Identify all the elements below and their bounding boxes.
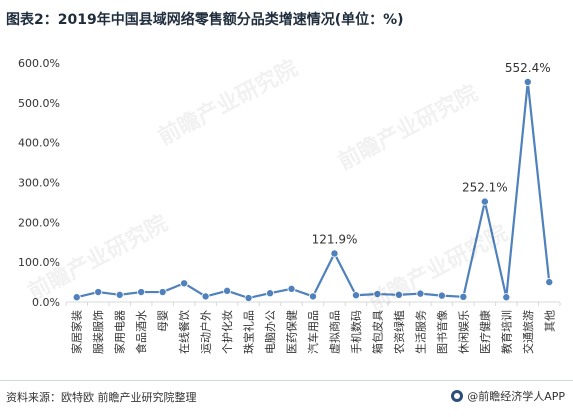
brand: @前瞻经济学人APP: [451, 388, 565, 404]
x-tick-label: 教育培训: [499, 310, 513, 354]
line-chart: 0.0% 100.0% 200.0% 300.0% 400.0% 500.0% 600.0%…: [18, 57, 561, 354]
data-point: [351, 291, 360, 300]
y-tick-label: 100.0%: [18, 256, 60, 269]
data-point: [158, 288, 167, 297]
x-tick-label: 服装服饰: [91, 310, 105, 354]
x-tick-label: 交通旅游: [521, 310, 535, 354]
data-point: [94, 288, 103, 297]
data-point: [72, 293, 81, 302]
x-tick-label: 医疗健康: [478, 310, 492, 354]
data-point: [437, 291, 446, 300]
data-point: [459, 292, 468, 301]
data-point: [266, 289, 275, 298]
x-tick-label: 其他: [543, 310, 556, 332]
y-tick-label: 200.0%: [18, 216, 60, 229]
x-tick-label: 家居家装: [70, 310, 84, 354]
data-point: [373, 290, 382, 299]
x-tick-label: 手机数码: [349, 310, 363, 354]
data-point: [244, 294, 253, 303]
chart-title: 图表2：2019年中国县域网络零售额分品类增速情况(单位：%): [6, 12, 404, 28]
brand-logo-icon: [451, 390, 464, 402]
data-point: [523, 77, 532, 86]
data-label: 552.4%: [505, 61, 551, 75]
data-point: [545, 278, 554, 287]
y-tick-label: 600.0%: [18, 57, 60, 70]
x-tick-label: 箱包皮具: [370, 310, 384, 354]
data-point: [223, 286, 232, 295]
x-tick-label: 休闲娱乐: [456, 310, 470, 354]
x-tick-label: 食品酒水: [134, 310, 148, 354]
data-point: [115, 290, 124, 299]
y-tick-label: 300.0%: [18, 177, 60, 190]
data-point: [201, 292, 210, 301]
data-label: 121.9%: [312, 232, 358, 246]
data-label: 252.1%: [462, 181, 508, 195]
x-tick-label: 虚拟商品: [327, 310, 341, 354]
brand-label: @前瞻经济学人APP: [467, 390, 565, 403]
x-tick-label: 家用电器: [113, 310, 127, 354]
y-tick-label: 0.0%: [32, 296, 60, 309]
y-tick-label: 400.0%: [18, 137, 60, 150]
x-tick-label: 图书音像: [435, 310, 449, 354]
data-point: [416, 289, 425, 298]
x-tick-label: 在线餐饮: [177, 310, 191, 354]
x-tick-label: 生活服务: [413, 310, 427, 354]
footer: 资料来源：欧特欧 前瞻产业研究院整理 @前瞻经济学人APP: [0, 380, 573, 417]
data-point: [137, 288, 146, 297]
x-tick-label: 汽车用品: [306, 310, 320, 354]
data-point: [308, 292, 317, 301]
x-tick-label: 电脑办公: [264, 310, 277, 354]
x-tick-label: 医药保健: [285, 310, 299, 354]
data-point: [180, 279, 189, 288]
data-point: [394, 290, 403, 299]
x-tick-label: 农资绿植: [392, 310, 406, 354]
x-tick-label: 运动户外: [199, 310, 213, 354]
x-tick-label: 母婴: [157, 310, 170, 332]
y-tick-label: 500.0%: [18, 97, 60, 110]
data-point: [502, 293, 511, 302]
data-point: [287, 284, 296, 293]
x-tick-label: 个护化妆: [220, 310, 234, 354]
data-point: [480, 197, 489, 206]
source-note: 资料来源：欧特欧 前瞻产业研究院整理: [6, 391, 197, 404]
data-point: [330, 249, 339, 258]
x-tick-label: 珠宝礼品: [242, 310, 256, 354]
